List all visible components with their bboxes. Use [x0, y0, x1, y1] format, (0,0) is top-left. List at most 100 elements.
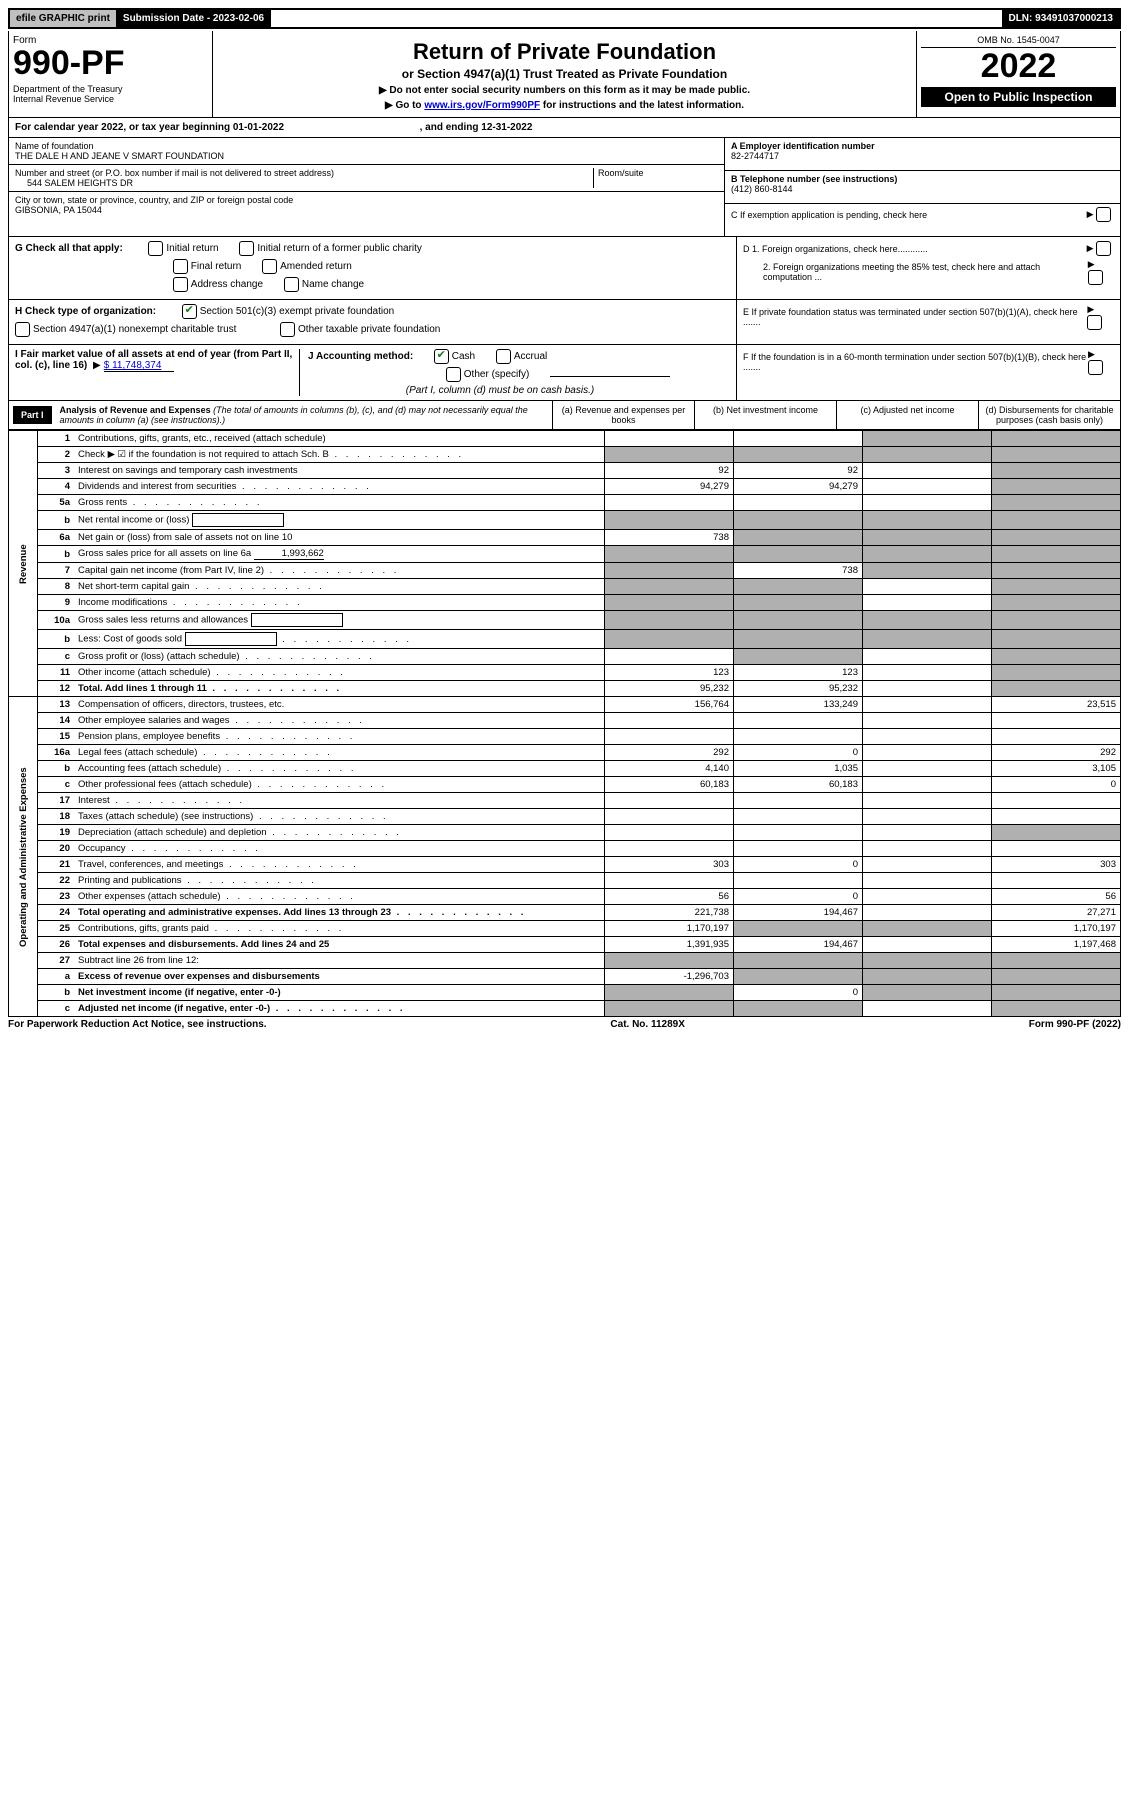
col-b-value: 94,279 [734, 479, 863, 495]
col-b-value: 194,467 [734, 905, 863, 921]
col-b-value [734, 495, 863, 511]
row-label: Other expenses (attach schedule) [74, 889, 605, 905]
row-label: Taxes (attach schedule) (see instruction… [74, 809, 605, 825]
part1-header: Part I Analysis of Revenue and Expenses … [8, 401, 1121, 430]
row-number: 26 [38, 937, 75, 953]
col-d-value [992, 665, 1121, 681]
row-label: Contributions, gifts, grants paid [74, 921, 605, 937]
col-c-value [863, 665, 992, 681]
col-a-value: 303 [605, 857, 734, 873]
g-name-change[interactable] [284, 277, 299, 292]
f-checkbox[interactable] [1088, 360, 1103, 375]
row-number: 18 [38, 809, 75, 825]
row-label: Pension plans, employee benefits [74, 729, 605, 745]
col-c-value [863, 985, 992, 1001]
table-row: 2Check ▶ ☑ if the foundation is not requ… [9, 447, 1121, 463]
col-d-value [992, 793, 1121, 809]
col-d-value: 292 [992, 745, 1121, 761]
g-address-change[interactable] [173, 277, 188, 292]
row-label: Interest on savings and temporary cash i… [74, 463, 605, 479]
row-label: Net gain or (loss) from sale of assets n… [74, 530, 605, 546]
tax-year: 2022 [921, 48, 1116, 85]
j-accrual-checkbox[interactable] [496, 349, 511, 364]
col-d-value [992, 579, 1121, 595]
g-amended-return[interactable] [262, 259, 277, 274]
revenue-side-label: Revenue [9, 431, 38, 697]
col-d-value [992, 985, 1121, 1001]
col-c-value [863, 937, 992, 953]
col-a-value [605, 563, 734, 579]
col-d-value [992, 953, 1121, 969]
table-row: 11Other income (attach schedule)123123 [9, 665, 1121, 681]
col-d-value: 1,197,468 [992, 937, 1121, 953]
g-final-return[interactable] [173, 259, 188, 274]
table-row: 18Taxes (attach schedule) (see instructi… [9, 809, 1121, 825]
footer-left: For Paperwork Reduction Act Notice, see … [8, 1019, 267, 1030]
row-label: Less: Cost of goods sold [74, 630, 605, 649]
h-501c3-checkbox[interactable] [182, 304, 197, 319]
g-initial-former[interactable] [239, 241, 254, 256]
section-i: I Fair market value of all assets at end… [15, 349, 300, 396]
h-other-checkbox[interactable] [280, 322, 295, 337]
row-label: Compensation of officers, directors, tru… [74, 697, 605, 713]
efile-label: efile GRAPHIC print [10, 10, 117, 27]
table-row: aExcess of revenue over expenses and dis… [9, 969, 1121, 985]
col-d-value: 0 [992, 777, 1121, 793]
d1-checkbox[interactable] [1096, 241, 1111, 256]
d2-checkbox[interactable] [1088, 270, 1103, 285]
col-d-value [992, 546, 1121, 563]
g-initial-return[interactable] [148, 241, 163, 256]
row-label: Occupancy [74, 841, 605, 857]
col-b-value [734, 713, 863, 729]
row-label: Net investment income (if negative, ente… [74, 985, 605, 1001]
h-4947-checkbox[interactable] [15, 322, 30, 337]
row-number: 27 [38, 953, 75, 969]
exemption-checkbox[interactable] [1096, 207, 1111, 222]
col-a-value [605, 495, 734, 511]
table-row: 20Occupancy [9, 841, 1121, 857]
col-a-value [605, 546, 734, 563]
e-checkbox[interactable] [1087, 315, 1102, 330]
row-number: 14 [38, 713, 75, 729]
table-row: Operating and Administrative Expenses13C… [9, 697, 1121, 713]
table-row: bGross sales price for all assets on lin… [9, 546, 1121, 563]
col-c-value [863, 953, 992, 969]
submission-date: Submission Date - 2023-02-06 [117, 10, 271, 27]
col-b-header: (b) Net investment income [694, 401, 836, 429]
col-a-value: 156,764 [605, 697, 734, 713]
col-b-value [734, 630, 863, 649]
department-label: Department of the Treasury Internal Reve… [13, 84, 208, 104]
col-d-value [992, 713, 1121, 729]
col-b-value [734, 729, 863, 745]
row-label: Other employee salaries and wages [74, 713, 605, 729]
header-left: Form 990-PF Department of the Treasury I… [9, 31, 213, 117]
j-other-checkbox[interactable] [446, 367, 461, 382]
row-label: Interest [74, 793, 605, 809]
table-row: 10aGross sales less returns and allowanc… [9, 611, 1121, 630]
table-row: cAdjusted net income (if negative, enter… [9, 1001, 1121, 1017]
col-d-value [992, 511, 1121, 530]
col-c-value [863, 921, 992, 937]
col-a-header: (a) Revenue and expenses per books [552, 401, 694, 429]
open-inspection: Open to Public Inspection [921, 87, 1116, 107]
col-b-value [734, 546, 863, 563]
row-label: Net rental income or (loss) [74, 511, 605, 530]
col-c-value [863, 905, 992, 921]
table-row: cGross profit or (loss) (attach schedule… [9, 649, 1121, 665]
col-d-value [992, 825, 1121, 841]
j-cash-checkbox[interactable] [434, 349, 449, 364]
row-number: 11 [38, 665, 75, 681]
col-a-value [605, 841, 734, 857]
instructions-link[interactable]: www.irs.gov/Form990PF [424, 100, 540, 111]
row-label: Adjusted net income (if negative, enter … [74, 1001, 605, 1017]
col-a-value: 221,738 [605, 905, 734, 921]
row-label: Dividends and interest from securities [74, 479, 605, 495]
footer-right: Form 990-PF (2022) [1029, 1019, 1121, 1030]
col-c-header: (c) Adjusted net income [836, 401, 978, 429]
col-d-value [992, 479, 1121, 495]
col-a-value [605, 630, 734, 649]
col-c-value [863, 873, 992, 889]
row-number: b [38, 985, 75, 1001]
col-c-value [863, 546, 992, 563]
col-a-value: 738 [605, 530, 734, 546]
